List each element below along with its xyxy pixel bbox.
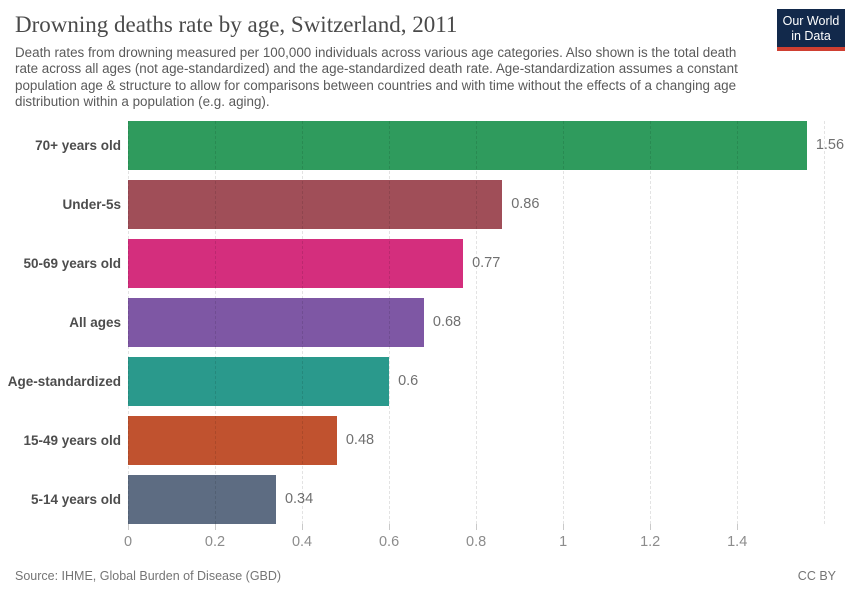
axis-tick-label: 0.2	[204, 534, 226, 550]
owid-logo-line2: in Data	[791, 28, 831, 43]
axis-tick	[215, 524, 217, 530]
bar-row: 0.34	[128, 475, 846, 524]
bar[interactable]	[128, 121, 807, 170]
axis-tick	[128, 524, 129, 530]
category-label: All ages	[69, 315, 121, 330]
gridline	[215, 121, 217, 524]
bar-row: 0.86	[128, 180, 846, 229]
axis-tick	[389, 524, 391, 530]
bar[interactable]	[128, 475, 276, 524]
bar[interactable]	[128, 239, 464, 288]
license-label[interactable]: CC BY	[797, 569, 836, 583]
plot-area: 1.56 0.86 0.77 0.68 0.6 0.48 0.34 0 0.2 0.4 0.6 0.8…	[124, 121, 846, 550]
axis-tick-label: 0.4	[291, 534, 313, 550]
value-label: 0.86	[511, 196, 540, 212]
gridline	[737, 121, 739, 524]
category-label: 70+ years old	[35, 138, 121, 153]
chart-title: Drowning deaths rate by age, Switzerland…	[15, 12, 458, 37]
bar-row: 0.6	[128, 357, 846, 406]
axis-tick	[476, 524, 478, 530]
category-label: 50-69 years old	[23, 256, 121, 271]
value-label: 0.34	[284, 491, 314, 507]
axis-tick-label: 0	[123, 534, 133, 550]
chart-subtitle: Death rates from drowning measured per 1…	[15, 45, 738, 110]
value-label: 0.68	[432, 314, 462, 330]
owid-logo-line1: Our World	[782, 14, 840, 28]
bar-row: 0.48	[128, 416, 846, 465]
value-label: 0.48	[345, 432, 375, 448]
axis-tick	[563, 524, 565, 530]
gridline	[476, 121, 478, 524]
category-labels: 70+ years old Under-5s 50-69 years old All …	[0, 121, 121, 524]
bar[interactable]	[128, 180, 503, 229]
gridline	[563, 121, 565, 524]
axis-tick-label: 1.4	[727, 534, 748, 550]
gridline	[128, 121, 129, 524]
gridline	[302, 121, 304, 524]
axis-tick	[302, 524, 304, 530]
axis-tick	[650, 524, 652, 530]
bar[interactable]	[128, 416, 337, 465]
bar[interactable]	[128, 298, 424, 347]
value-label: 0.6	[398, 373, 419, 389]
axis-tick-label: 1	[559, 534, 568, 550]
source-note: Source: IHME, Global Burden of Disease (…	[15, 569, 282, 583]
bar-row: 0.68	[128, 298, 846, 347]
axis-tick-label: 0.8	[466, 534, 487, 550]
category-label: 15-49 years old	[23, 433, 121, 448]
category-label: Age-standardized	[7, 374, 121, 389]
bar-row: 0.77	[128, 239, 846, 288]
owid-logo[interactable]: Our World in Data	[777, 9, 845, 51]
axis-tick	[737, 524, 739, 530]
gridline	[824, 121, 826, 524]
value-label: 1.56	[815, 137, 845, 153]
value-label: 0.77	[472, 255, 501, 271]
gridline	[650, 121, 652, 524]
axis-tick-label: 1.2	[640, 534, 661, 550]
bar[interactable]	[128, 357, 390, 406]
axis-tick-label: 0.6	[378, 534, 400, 550]
category-label: 5-14 years old	[30, 492, 121, 507]
category-label: Under-5s	[62, 197, 121, 212]
bar-row: 1.56	[128, 121, 846, 170]
gridline	[389, 121, 391, 524]
